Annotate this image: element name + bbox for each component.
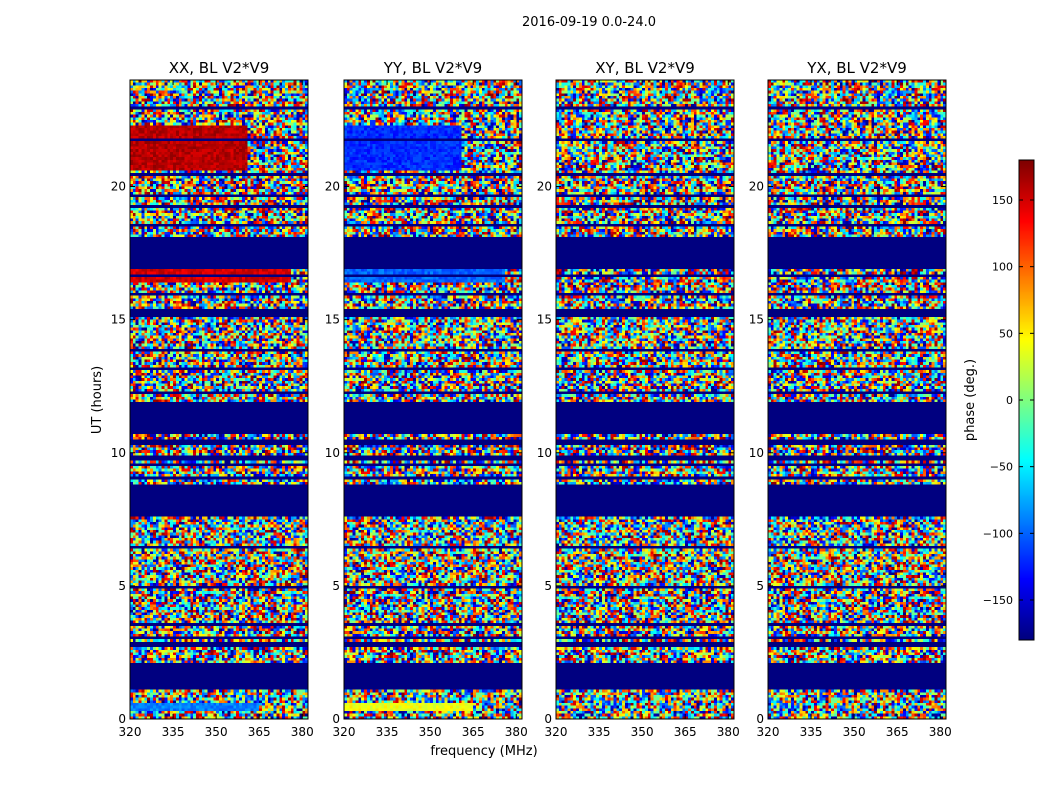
x-tick-label: 320 bbox=[333, 725, 356, 739]
y-tick-label: 0 bbox=[118, 712, 126, 726]
x-tick-label: 365 bbox=[248, 725, 271, 739]
colorbar-tick-label: 150 bbox=[992, 194, 1013, 207]
colorbar-tick-label: −50 bbox=[990, 461, 1013, 474]
x-tick-label: 320 bbox=[119, 725, 142, 739]
heatmap-image bbox=[130, 80, 308, 719]
x-tick-label: 335 bbox=[376, 725, 399, 739]
x-tick-label: 350 bbox=[419, 725, 442, 739]
y-axis-label: UT (hours) bbox=[90, 366, 105, 434]
heatmap-image bbox=[768, 80, 946, 719]
x-tick-label: 365 bbox=[462, 725, 485, 739]
y-tick-label: 15 bbox=[325, 313, 340, 327]
panel-title: YX, BL V2*V9 bbox=[806, 59, 907, 77]
colorbar-tick-label: 0 bbox=[1006, 394, 1013, 407]
colorbar-label: phase (deg.) bbox=[963, 359, 978, 441]
panel-frame bbox=[555, 79, 735, 720]
panel-title: XY, BL V2*V9 bbox=[595, 59, 695, 77]
y-tick-label: 15 bbox=[537, 313, 552, 327]
x-tick-label: 335 bbox=[588, 725, 611, 739]
x-tick-label: 335 bbox=[800, 725, 823, 739]
y-tick-label: 5 bbox=[332, 579, 340, 593]
y-tick-label: 10 bbox=[111, 446, 126, 460]
panel-frame bbox=[343, 79, 523, 720]
x-tick-label: 320 bbox=[757, 725, 780, 739]
x-tick-label: 350 bbox=[843, 725, 866, 739]
colorbar-gradient bbox=[1019, 160, 1034, 640]
y-tick-label: 0 bbox=[756, 712, 764, 726]
x-tick-label: 320 bbox=[545, 725, 568, 739]
y-tick-label: 10 bbox=[537, 446, 552, 460]
y-tick-label: 20 bbox=[749, 180, 764, 194]
y-tick-label: 20 bbox=[537, 180, 552, 194]
colorbar-tick-label: 50 bbox=[999, 327, 1013, 340]
x-tick-label: 350 bbox=[631, 725, 654, 739]
panel-xy: XY, BL V2*V9 320 335 350 365 380 0 5 10 15 20 bbox=[537, 59, 740, 739]
x-tick-label: 380 bbox=[929, 725, 952, 739]
panel-title: YY, BL V2*V9 bbox=[383, 59, 482, 77]
y-tick-label: 15 bbox=[749, 313, 764, 327]
heatmap-image bbox=[344, 80, 522, 719]
x-axis-label: frequency (MHz) bbox=[430, 744, 537, 759]
y-tick-label: 5 bbox=[756, 579, 764, 593]
y-tick-label: 10 bbox=[749, 446, 764, 460]
x-tick-label: 380 bbox=[505, 725, 528, 739]
y-tick-label: 20 bbox=[111, 180, 126, 194]
x-tick-label: 380 bbox=[717, 725, 740, 739]
colorbar-tick-label: 100 bbox=[992, 261, 1013, 274]
heatmap-image bbox=[556, 80, 734, 719]
figure-suptitle: 2016-09-19 0.0-24.0 bbox=[522, 15, 656, 30]
colorbar-tick-label: −100 bbox=[983, 527, 1013, 540]
colorbar-tick-label: −150 bbox=[983, 594, 1013, 607]
x-tick-label: 365 bbox=[674, 725, 697, 739]
panel-xx: XX, BL V2*V9 320 335 350 365 380 0 5 10 15 20 bbox=[111, 59, 314, 739]
panel-title: XX, BL V2*V9 bbox=[169, 59, 270, 77]
y-tick-label: 10 bbox=[325, 446, 340, 460]
y-tick-label: 5 bbox=[118, 579, 126, 593]
y-tick-label: 0 bbox=[332, 712, 340, 726]
x-tick-label: 335 bbox=[162, 725, 185, 739]
y-tick-label: 20 bbox=[325, 180, 340, 194]
y-tick-label: 0 bbox=[544, 712, 552, 726]
y-tick-label: 15 bbox=[111, 313, 126, 327]
panel-yy: YY, BL V2*V9 320 335 350 365 380 0 5 10 15 20 bbox=[325, 59, 528, 739]
x-tick-label: 350 bbox=[205, 725, 228, 739]
x-tick-label: 380 bbox=[291, 725, 314, 739]
colorbar: 150 100 50 0 −50 −100 −150 bbox=[983, 159, 1035, 641]
panel-frame bbox=[767, 79, 947, 720]
panel-yx: YX, BL V2*V9 320 335 350 365 380 0 5 10 15 20 bbox=[749, 59, 952, 739]
panel-frame bbox=[129, 79, 309, 720]
y-tick-label: 5 bbox=[544, 579, 552, 593]
x-tick-label: 365 bbox=[886, 725, 909, 739]
